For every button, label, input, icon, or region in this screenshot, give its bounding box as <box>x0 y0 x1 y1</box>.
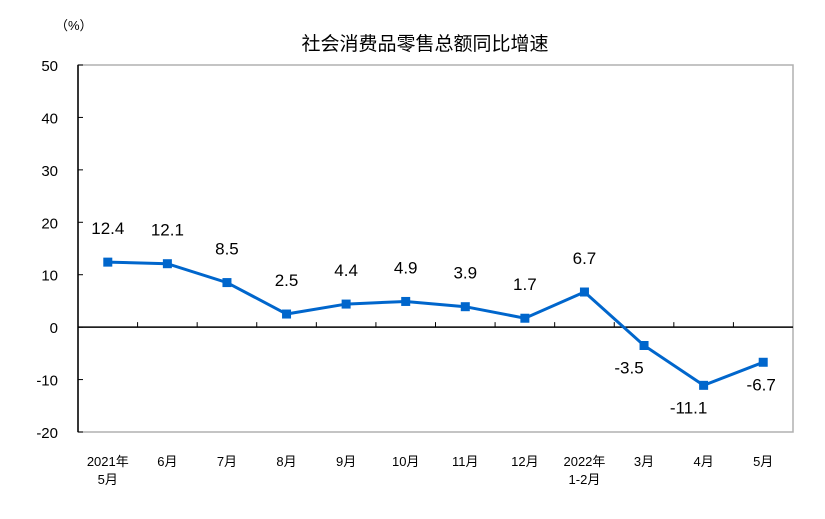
data-point <box>639 340 649 350</box>
data-point <box>401 296 411 306</box>
y-tick-label: 10 <box>41 268 58 285</box>
data-label: -11.1 <box>670 398 708 417</box>
x-tick-label: 2022年 <box>563 454 605 469</box>
x-tick-label: 8月 <box>276 454 296 469</box>
x-tick-label: 4月 <box>694 454 714 469</box>
data-point <box>520 313 530 323</box>
x-tick-label: 10月 <box>392 454 419 469</box>
data-label: 3.9 <box>453 264 477 283</box>
y-unit-label: （%） <box>55 18 93 33</box>
x-tick-label: 3月 <box>634 454 654 469</box>
data-point <box>222 278 232 288</box>
data-point <box>579 287 589 297</box>
chart-title: 社会消费品零售总额同比增速 <box>301 33 548 55</box>
data-label: 4.9 <box>394 258 418 277</box>
y-tick-label: 50 <box>41 58 58 75</box>
data-label: -3.5 <box>614 358 643 377</box>
x-tick-label: 5月 <box>98 472 118 487</box>
data-point <box>460 302 470 312</box>
data-point <box>162 259 172 269</box>
data-point <box>103 257 113 267</box>
y-tick-label: -20 <box>36 425 58 442</box>
x-tick-label: 11月 <box>452 454 479 469</box>
data-label: -6.7 <box>747 375 776 394</box>
data-point <box>758 357 768 367</box>
data-label: 8.5 <box>215 240 239 259</box>
y-tick-label: 30 <box>41 163 58 180</box>
series-line <box>107 260 764 388</box>
y-tick-label: 40 <box>41 110 58 127</box>
data-label: 6.7 <box>573 249 597 268</box>
x-tick-label: 2021年 <box>87 454 129 469</box>
data-point <box>282 309 292 319</box>
x-tick-label: 5月 <box>753 454 773 469</box>
x-tick-label: 9月 <box>336 454 356 469</box>
data-label: 1.7 <box>513 275 537 294</box>
data-point <box>699 380 709 390</box>
data-label: 2.5 <box>275 271 299 290</box>
data-label: 12.1 <box>151 221 184 240</box>
x-tick-label: 12月 <box>511 454 538 469</box>
y-tick-label: 20 <box>41 215 58 232</box>
plot-frame <box>77 64 794 433</box>
data-point <box>341 299 351 309</box>
y-tick-label: 0 <box>50 320 58 337</box>
x-tick-label: 6月 <box>157 454 177 469</box>
y-tick-label: -10 <box>36 373 58 390</box>
data-label: 4.4 <box>334 261 358 280</box>
data-label: 12.4 <box>91 219 124 238</box>
x-tick-label: 7月 <box>217 454 237 469</box>
x-tick-label: 1-2月 <box>569 472 601 487</box>
